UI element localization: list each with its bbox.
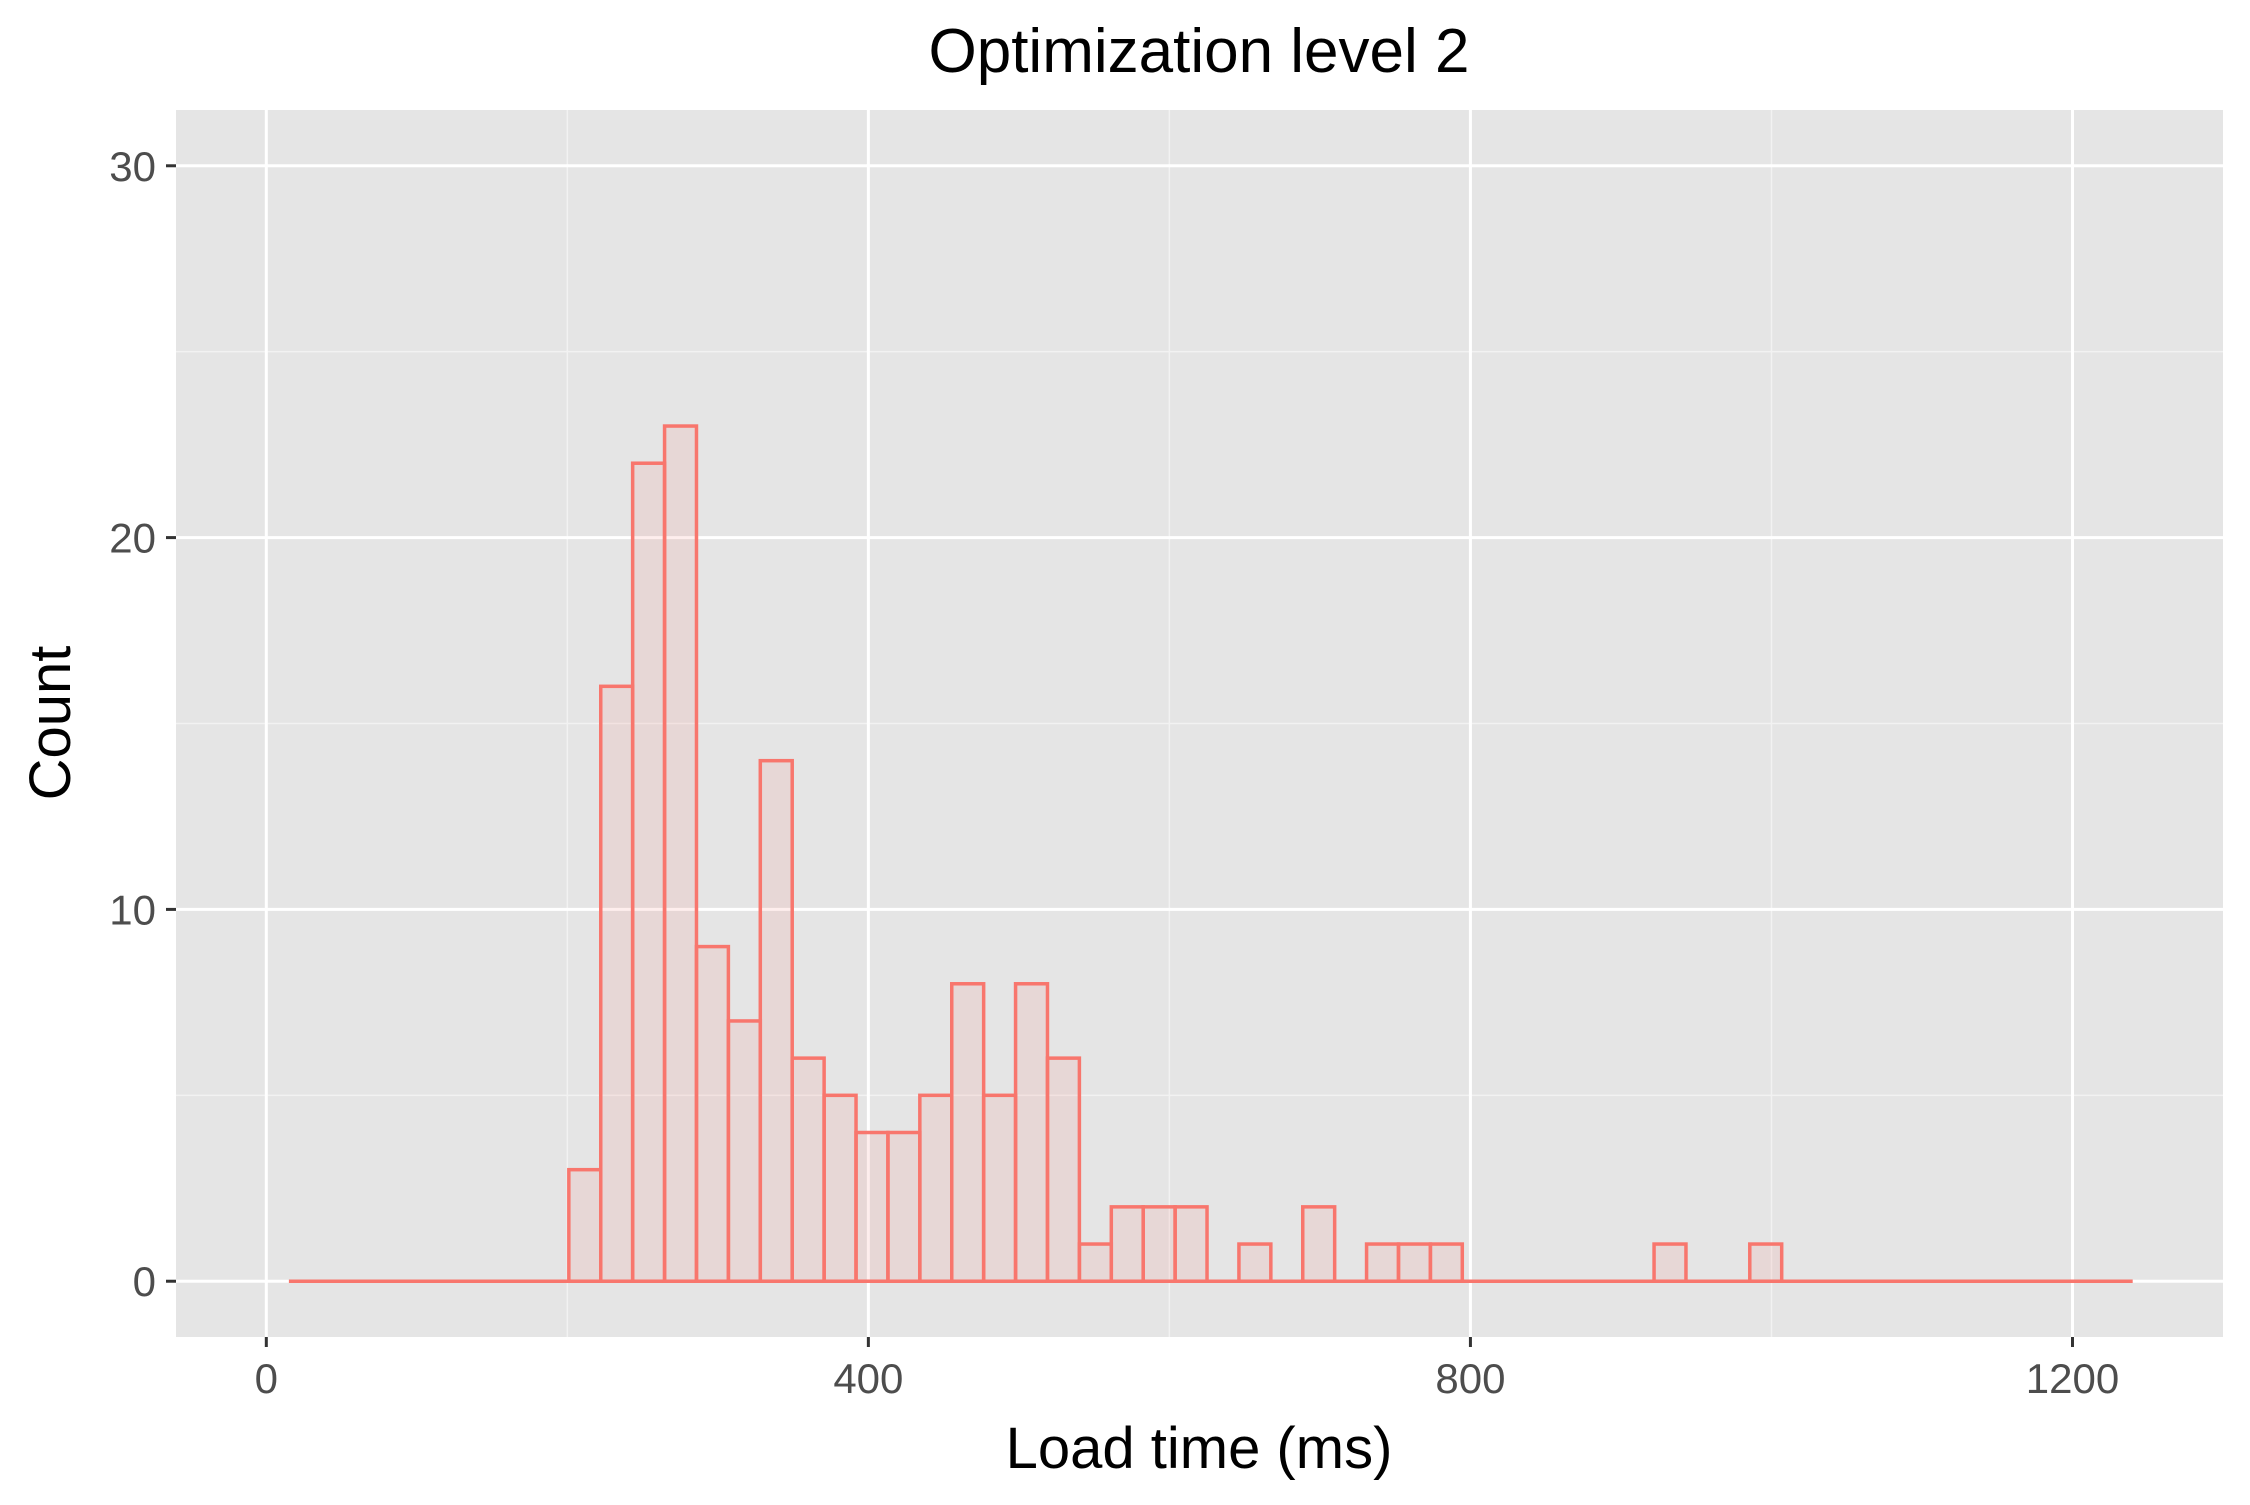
histogram-bar [1077,1242,1114,1283]
x-tick-label: 1200 [2026,1355,2119,1402]
histogram-bar [567,1167,603,1283]
histogram-bar [1045,1056,1082,1283]
histogram-bar [1301,1205,1337,1283]
x-tick-label: 400 [833,1355,903,1402]
histogram-bar [950,982,986,1283]
y-tick-label: 0 [133,1258,156,1305]
y-tick-label: 10 [109,886,156,933]
y-tick-label: 30 [109,143,156,190]
histogram-bars [288,424,2133,1283]
histogram-bar [1173,1205,1209,1283]
x-axis-title: Load time (ms) [1006,1416,1393,1481]
histogram-bar [981,1093,1018,1283]
y-tick-label: 20 [109,515,156,562]
histogram-bar [1748,1242,1784,1283]
histogram-bar [694,944,731,1283]
histogram-bar [726,1019,763,1283]
histogram-bar [918,1093,954,1283]
x-tick-label: 800 [1435,1355,1505,1402]
y-axis-title: Count [18,646,83,801]
histogram-bar [1013,982,1050,1283]
axes: 0 400 800 1200 0 10 20 30 [109,143,2119,1402]
histogram-bar [1364,1242,1401,1283]
histogram-bar [1652,1242,1688,1283]
histogram-bar [886,1130,922,1283]
histogram-bar [1237,1242,1273,1283]
histogram-bar [1109,1205,1145,1283]
histogram-bar [630,461,667,1283]
histogram-bar [790,1056,826,1283]
histogram-bar [662,424,699,1283]
histogram-bar [822,1093,858,1283]
histogram-bar [1396,1242,1433,1283]
histogram-bar [1428,1242,1465,1283]
histogram-bar [1141,1205,1177,1283]
histogram-bar [599,684,635,1283]
histogram-bar [854,1130,890,1283]
histogram-bar [758,758,794,1283]
chart-title: Optimization level 2 [928,17,1469,86]
x-tick-label: 0 [255,1355,278,1402]
